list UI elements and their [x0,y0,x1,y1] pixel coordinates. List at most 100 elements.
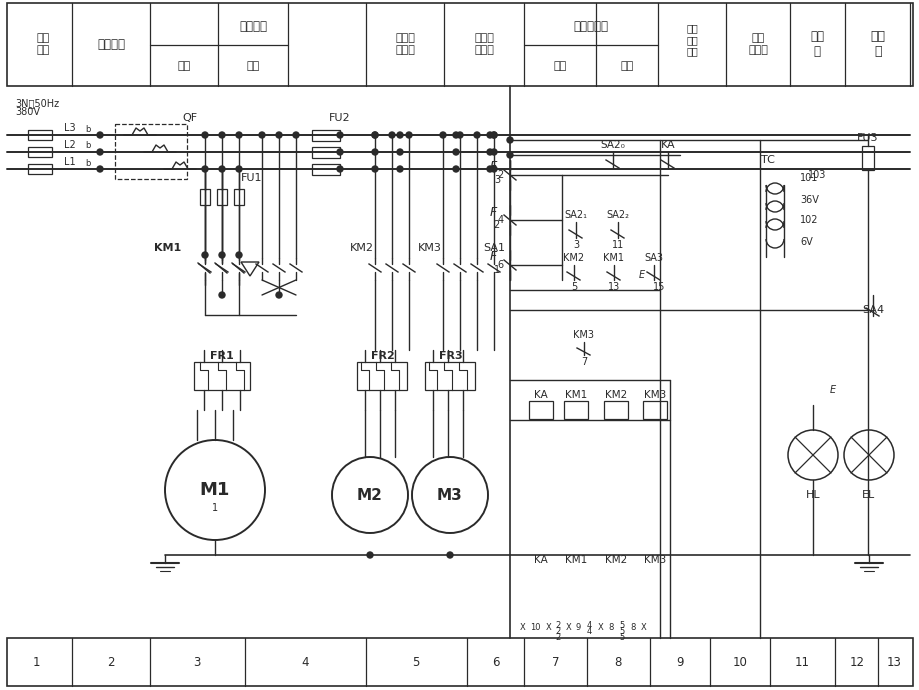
Text: 6: 6 [497,260,504,270]
Bar [312,164,340,175]
Text: 8: 8 [614,656,621,669]
Text: KA: KA [660,140,675,150]
Text: 6: 6 [492,656,499,669]
Text: 正转: 正转 [552,61,566,71]
Text: X: X [546,622,551,631]
Text: KA: KA [534,555,548,565]
Circle shape [202,252,208,258]
Bar [563,401,587,419]
Bar [425,362,474,390]
Text: 1: 1 [211,503,218,513]
Circle shape [367,552,372,558]
Text: KM1: KM1 [564,555,586,565]
Text: 5: 5 [618,633,624,642]
Text: 1: 1 [494,265,499,275]
Text: FU3: FU3 [857,133,878,143]
Bar [28,147,52,157]
Text: 380V: 380V [15,107,40,117]
Circle shape [96,132,103,138]
Circle shape [486,149,493,155]
Text: KM2: KM2 [349,243,374,253]
Circle shape [439,132,446,138]
Text: 反转: 反转 [619,61,633,71]
Circle shape [389,132,394,138]
Circle shape [397,149,403,155]
Text: SA1: SA1 [482,243,505,253]
Bar [642,401,666,419]
Circle shape [219,252,225,258]
Circle shape [202,166,208,172]
Circle shape [452,149,459,155]
Text: M2: M2 [357,488,382,502]
Text: 5: 5 [412,656,419,669]
Text: KM3: KM3 [573,330,594,340]
Circle shape [491,132,496,138]
Circle shape [202,132,208,138]
Text: KM2: KM2 [604,555,627,565]
Text: 3: 3 [573,240,578,250]
Text: L2: L2 [64,140,75,150]
Text: FU2: FU2 [329,113,350,123]
Circle shape [371,149,378,155]
Text: 反转: 反转 [246,61,259,71]
Bar [194,362,250,390]
Text: 10: 10 [529,622,539,631]
Text: KA: KA [534,390,548,400]
Text: HL: HL [805,490,820,500]
Text: 15: 15 [652,282,664,292]
Circle shape [276,132,282,138]
Text: X: X [641,622,646,631]
Text: 12: 12 [848,656,864,669]
Circle shape [486,132,493,138]
Text: 润滑泵
电动机: 润滑泵 电动机 [394,33,414,55]
Text: FR1: FR1 [210,351,233,361]
Text: L3: L3 [64,123,75,133]
Text: KM1: KM1 [564,390,586,400]
Text: KM3: KM3 [417,243,441,253]
Text: E: E [829,385,835,395]
Text: 3: 3 [494,175,499,185]
Circle shape [236,252,242,258]
Text: 11: 11 [611,240,623,250]
Text: 9: 9 [574,622,580,631]
Circle shape [447,552,452,558]
Text: 2: 2 [555,633,560,642]
Circle shape [506,152,513,158]
Circle shape [276,292,282,298]
Bar [28,164,52,174]
Circle shape [491,149,496,155]
Circle shape [491,166,496,172]
Text: 2: 2 [108,656,115,669]
Text: 主电动机: 主电动机 [239,19,267,32]
Circle shape [219,292,225,298]
Text: 101: 101 [800,173,818,183]
Text: X: X [565,622,572,631]
Bar [199,189,210,205]
Bar [604,401,628,419]
Text: 冷却泵
电动机: 冷却泵 电动机 [473,33,494,55]
Text: KM3: KM3 [643,555,665,565]
Text: 13: 13 [886,656,901,669]
Text: QF: QF [182,113,198,123]
Text: M1: M1 [199,481,230,499]
Bar [115,124,187,179]
Text: 5: 5 [618,627,624,635]
Text: 13: 13 [607,282,619,292]
Text: b: b [85,124,91,133]
Text: 主电机控制: 主电机控制 [573,19,607,32]
Circle shape [336,166,343,172]
Circle shape [219,166,225,172]
Text: SA2₂: SA2₂ [606,210,629,220]
Text: 8: 8 [607,622,613,631]
Text: 4: 4 [585,620,591,629]
Circle shape [486,166,493,172]
Circle shape [452,132,459,138]
Text: TC: TC [760,155,774,165]
Bar [528,401,552,419]
Text: 5: 5 [618,620,624,629]
Text: b: b [85,159,91,168]
Circle shape [371,132,378,138]
Circle shape [236,132,242,138]
Text: 照明
变压器: 照明 变压器 [747,33,767,55]
Circle shape [336,149,343,155]
